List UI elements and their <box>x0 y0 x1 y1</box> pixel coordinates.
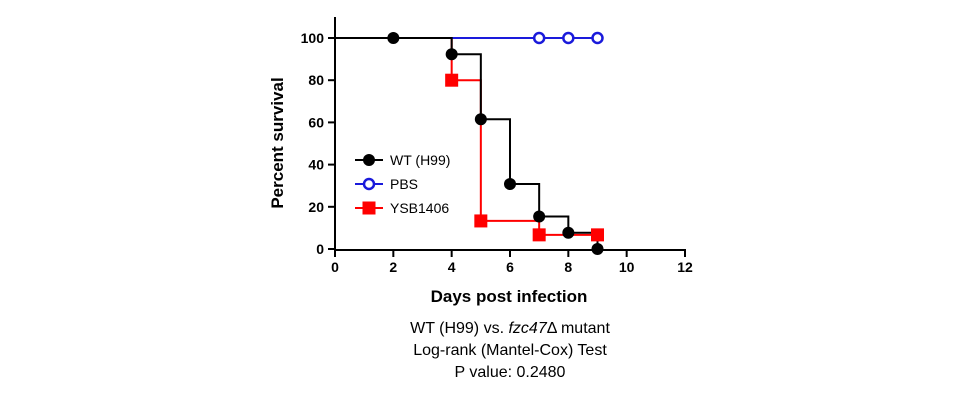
caption-gene-name: fzc47 <box>508 320 547 337</box>
y-axis-title: Percent survival <box>268 77 287 208</box>
x-tick-label: 10 <box>619 259 635 275</box>
legend-marker <box>362 177 376 191</box>
caption-mutant-suffix: Δ mutant <box>546 320 610 337</box>
series-line-2 <box>450 38 598 236</box>
caption-line-1: WT (H99) vs. fzc47Δ mutant <box>380 318 640 340</box>
y-tick-label: 100 <box>301 30 325 46</box>
series-lines <box>335 37 599 249</box>
y-tick-label: 20 <box>308 199 324 215</box>
y-tick-label: 40 <box>308 157 324 173</box>
ticks: 0 2 4 6 8 10 12 0 20 40 60 80 100 <box>301 30 693 275</box>
x-tick-label: 0 <box>331 259 339 275</box>
x-tick-label: 6 <box>506 259 514 275</box>
data-point-0-1 <box>445 48 458 61</box>
x-tick-label: 8 <box>564 259 572 275</box>
data-point-1-2 <box>591 31 604 45</box>
data-point-2-3 <box>591 228 604 242</box>
x-tick-label: 4 <box>448 259 456 275</box>
data-point-1-1 <box>562 31 575 45</box>
data-point-2-0 <box>445 73 459 87</box>
data-point-0-6 <box>591 243 604 255</box>
caption-comparison: WT (H99) vs. <box>410 320 509 337</box>
legend: WT (H99) PBS YSB1406 <box>355 152 450 216</box>
data-point-2-2 <box>532 228 546 242</box>
y-tick-label: 0 <box>316 241 324 257</box>
caption: WT (H99) vs. fzc47Δ mutant Log-rank (Man… <box>380 318 640 384</box>
y-tick-label: 60 <box>308 114 324 130</box>
y-tick-label: 80 <box>308 72 324 88</box>
series-line-0 <box>335 37 599 249</box>
data-point-0-2 <box>474 113 487 126</box>
data-point-0-0 <box>387 32 400 44</box>
series-markers <box>387 31 604 255</box>
x-tick-label: 2 <box>389 259 397 275</box>
x-tick-label: 12 <box>677 259 693 275</box>
legend-label: PBS <box>390 176 418 192</box>
survival-chart: 0 2 4 6 8 10 12 0 20 40 60 80 100 WT (H99) PBS YSB1406… <box>268 17 693 306</box>
data-point-0-4 <box>533 210 546 223</box>
data-point-0-3 <box>504 178 516 191</box>
x-axis-title: Days post infection <box>431 287 588 306</box>
data-point-0-5 <box>562 226 575 239</box>
legend-label: WT (H99) <box>390 152 450 168</box>
legend-label: YSB1406 <box>390 200 449 216</box>
caption-p-value: P value: 0.2480 <box>454 364 566 381</box>
caption-test-name: Log-rank (Mantel-Cox) Test <box>413 342 607 359</box>
legend-marker <box>362 201 376 215</box>
data-point-2-1 <box>474 214 488 228</box>
legend-marker <box>363 154 375 166</box>
data-point-1-0 <box>532 31 546 45</box>
